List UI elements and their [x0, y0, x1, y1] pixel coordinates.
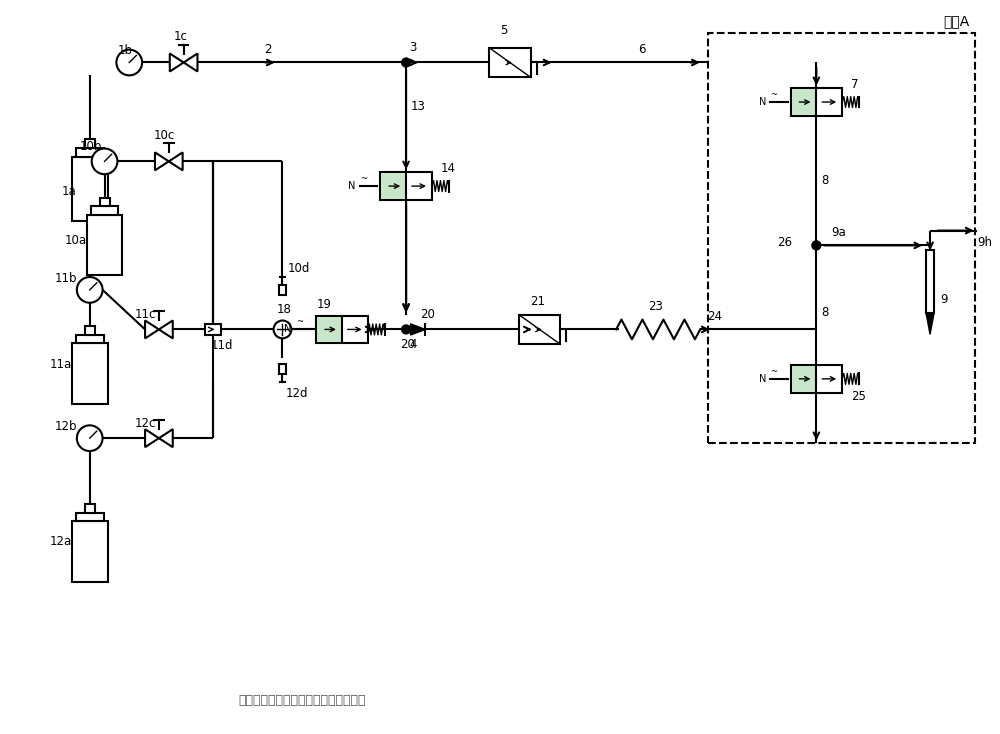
Circle shape: [274, 321, 291, 338]
Text: 10a: 10a: [65, 234, 87, 247]
Text: 19: 19: [317, 298, 332, 311]
Bar: [76, 512, 104, 521]
Text: 12c: 12c: [134, 417, 156, 430]
Text: 6: 6: [638, 43, 646, 56]
Bar: [380, 172, 432, 200]
Polygon shape: [155, 153, 169, 170]
Polygon shape: [184, 54, 197, 71]
Text: 11c: 11c: [134, 308, 156, 321]
Bar: [279, 364, 286, 374]
Bar: [72, 521, 108, 581]
Text: ~: ~: [770, 90, 777, 99]
Bar: [317, 316, 341, 342]
Polygon shape: [159, 429, 173, 447]
Bar: [791, 365, 842, 393]
Text: 气体节流型冷冻手术装置及其控制方法: 气体节流型冷冻手术装置及其控制方法: [239, 694, 366, 707]
Text: 24: 24: [708, 310, 723, 323]
Text: 25: 25: [851, 390, 866, 403]
Circle shape: [77, 277, 103, 302]
Polygon shape: [159, 321, 173, 338]
Text: 21: 21: [530, 295, 545, 308]
Circle shape: [402, 58, 411, 67]
Bar: [85, 327, 95, 335]
Polygon shape: [170, 54, 184, 71]
Circle shape: [116, 50, 142, 76]
Bar: [316, 316, 368, 344]
Text: 2: 2: [264, 43, 271, 56]
Text: 组件A: 组件A: [943, 14, 970, 28]
Text: 20: 20: [400, 338, 415, 351]
Bar: [279, 285, 286, 295]
Text: 14: 14: [441, 161, 456, 175]
Bar: [87, 214, 122, 275]
Text: 12d: 12d: [285, 388, 308, 400]
Text: 9a: 9a: [831, 226, 846, 239]
Circle shape: [402, 325, 411, 334]
Polygon shape: [169, 153, 183, 170]
Text: N: N: [284, 324, 291, 335]
Text: ~: ~: [296, 318, 303, 327]
Text: 20: 20: [420, 308, 435, 321]
Bar: [76, 335, 104, 343]
Text: 1a: 1a: [62, 184, 77, 197]
Text: 1c: 1c: [174, 30, 188, 43]
Bar: [926, 250, 934, 313]
Text: 8: 8: [821, 305, 829, 319]
Polygon shape: [411, 324, 425, 335]
Bar: [708, 33, 975, 443]
Text: 4: 4: [409, 338, 417, 351]
Text: 3: 3: [409, 41, 416, 54]
Text: 13: 13: [411, 101, 426, 114]
Text: N: N: [348, 181, 356, 191]
Bar: [489, 48, 531, 77]
Text: 8: 8: [821, 174, 829, 187]
Text: 9: 9: [940, 294, 947, 306]
Text: ~: ~: [360, 174, 367, 183]
Text: 23: 23: [648, 300, 663, 313]
Text: 12a: 12a: [50, 536, 72, 548]
Bar: [519, 315, 560, 344]
Text: 11b: 11b: [55, 272, 78, 285]
Text: 5: 5: [500, 24, 507, 37]
Text: 10b: 10b: [80, 140, 102, 153]
Bar: [85, 504, 95, 512]
Text: 26: 26: [777, 236, 792, 249]
Bar: [205, 324, 221, 335]
Text: 10d: 10d: [287, 261, 310, 275]
Bar: [72, 343, 108, 404]
Text: 9h: 9h: [978, 236, 993, 249]
Polygon shape: [145, 429, 159, 447]
Bar: [85, 139, 95, 148]
Text: 10c: 10c: [153, 129, 174, 142]
Bar: [381, 173, 405, 199]
Circle shape: [812, 241, 821, 250]
Text: 7: 7: [851, 78, 858, 91]
Text: N: N: [759, 97, 766, 107]
Text: 18: 18: [277, 303, 292, 316]
Polygon shape: [926, 313, 934, 335]
Text: 12b: 12b: [55, 420, 78, 433]
Bar: [791, 88, 842, 116]
Polygon shape: [145, 321, 159, 338]
Text: 11d: 11d: [210, 339, 233, 352]
Bar: [792, 366, 815, 392]
Circle shape: [92, 148, 117, 174]
Text: ~: ~: [770, 367, 777, 376]
Text: N: N: [759, 374, 766, 384]
Bar: [100, 197, 110, 206]
Text: 1b: 1b: [118, 44, 133, 57]
Text: 11a: 11a: [50, 357, 72, 371]
Circle shape: [77, 425, 103, 451]
Bar: [72, 156, 108, 221]
Bar: [76, 148, 104, 156]
Bar: [91, 206, 118, 214]
Bar: [792, 90, 815, 115]
